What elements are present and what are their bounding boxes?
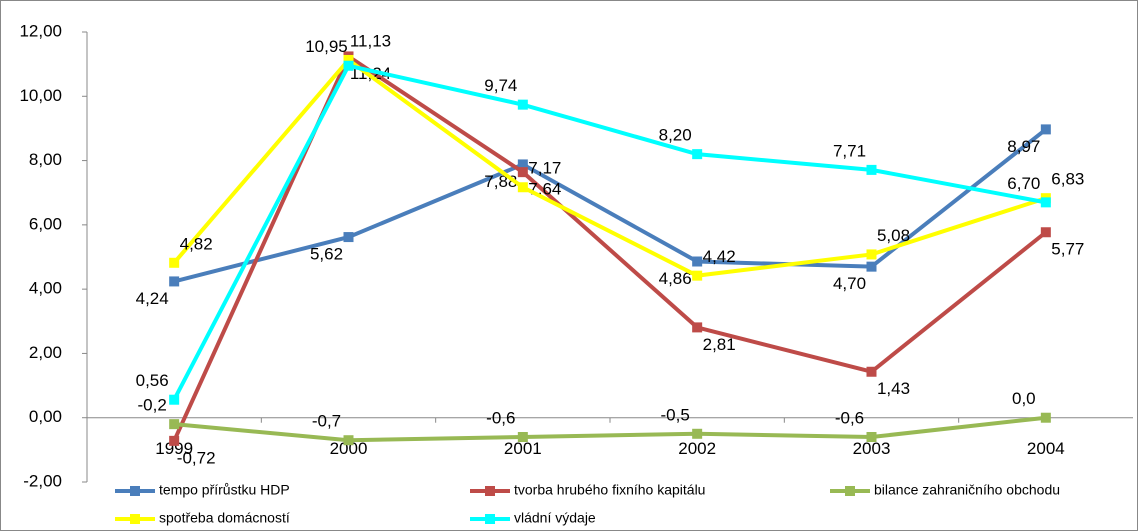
legend-swatch: [130, 514, 140, 524]
data-label: 4,86: [659, 269, 692, 288]
x-tick-label: 2001: [504, 439, 542, 458]
legend-swatch: [485, 486, 495, 496]
data-point: [517, 167, 528, 178]
data-label: -0,7: [312, 412, 341, 431]
data-label: -0,2: [138, 396, 167, 415]
data-label: -0,6: [486, 408, 515, 427]
data-label: 5,62: [310, 245, 343, 264]
legend-swatch: [845, 486, 855, 496]
data-label: 8,97: [1007, 137, 1040, 156]
y-tick-label: 0,00: [29, 407, 62, 426]
legend-label: spotřeba domácností: [159, 510, 290, 526]
x-tick-label: 2000: [330, 439, 368, 458]
data-label: 5,08: [877, 226, 910, 245]
data-label: 6,83: [1051, 170, 1084, 189]
y-tick-label: 2,00: [29, 343, 62, 362]
legend-label: bilance zahraničního obchodu: [874, 482, 1060, 498]
legend-swatch: [485, 514, 495, 524]
data-point: [343, 54, 354, 65]
legend-label: vládní výdaje: [514, 510, 596, 526]
data-label: 9,74: [484, 76, 517, 95]
y-tick-label: 10,00: [19, 86, 62, 105]
data-point: [343, 435, 354, 446]
data-point: [517, 182, 528, 193]
data-point: [866, 366, 877, 377]
series-line: [172, 57, 1047, 278]
data-label: 1,43: [877, 379, 910, 398]
data-label: 4,70: [833, 274, 866, 293]
series-line: [173, 415, 1047, 443]
data-point: [692, 428, 703, 439]
data-label: 0,56: [136, 371, 169, 390]
data-label: 10,95: [305, 37, 348, 56]
data-point: [169, 257, 180, 268]
legend: tempo přírůstku HDP tvorba hrubého fixníh…: [115, 482, 1060, 526]
y-tick-label: 8,00: [29, 150, 62, 169]
data-point: [517, 432, 528, 442]
data-point: [1040, 197, 1051, 208]
legend-swatch: [130, 486, 140, 496]
data-point: [866, 432, 877, 442]
data-label: 11,13: [350, 31, 391, 50]
data-point: [1040, 124, 1051, 135]
data-label: 5,77: [1051, 240, 1084, 259]
data-label: -0,5: [661, 405, 690, 424]
data-point: [343, 60, 354, 71]
data-point: [1040, 227, 1051, 238]
data-label: 4,24: [136, 289, 169, 308]
data-point: [692, 149, 703, 160]
data-point: [517, 99, 528, 110]
data-point: [517, 159, 528, 170]
data-label: 6,70: [1007, 174, 1040, 193]
y-tick-label: 12,00: [19, 21, 62, 40]
data-label: 8,20: [659, 126, 692, 145]
y-tick-label: 4,00: [29, 279, 62, 298]
data-point: [169, 276, 180, 287]
data-point: [1040, 412, 1051, 423]
data-label: 4,42: [703, 247, 736, 266]
x-tick-label: 2003: [853, 439, 891, 458]
x-tick-label: 2002: [678, 439, 716, 458]
y-tick-label: 6,00: [29, 214, 62, 233]
series-line: [172, 63, 1047, 401]
data-point: [692, 322, 703, 333]
y-tick-label: -2,00: [23, 471, 62, 490]
data-label: -0,72: [177, 448, 216, 467]
legend-label: tempo přírůstku HDP: [159, 482, 290, 498]
data-label: 0,0: [1012, 389, 1036, 408]
data-point: [169, 435, 180, 446]
data-point: [169, 394, 180, 405]
data-label: 4,82: [180, 234, 213, 253]
data-label: 2,81: [703, 335, 736, 354]
data-label: 7,64: [528, 180, 561, 199]
x-tick-label: 1999: [155, 439, 193, 458]
data-point: [169, 419, 180, 430]
data-point: [866, 249, 877, 260]
data-point: [866, 164, 877, 175]
data-label: 7,71: [833, 141, 866, 160]
data-label: -0,6: [835, 408, 864, 427]
data-label: 7,17: [528, 159, 561, 178]
data-point: [692, 270, 703, 281]
data-point: [692, 256, 703, 267]
data-point: [343, 232, 354, 243]
x-tick-label: 2004: [1027, 439, 1065, 458]
legend-label: tvorba hrubého fixního kapitálu: [514, 482, 705, 498]
data-point: [866, 261, 877, 272]
